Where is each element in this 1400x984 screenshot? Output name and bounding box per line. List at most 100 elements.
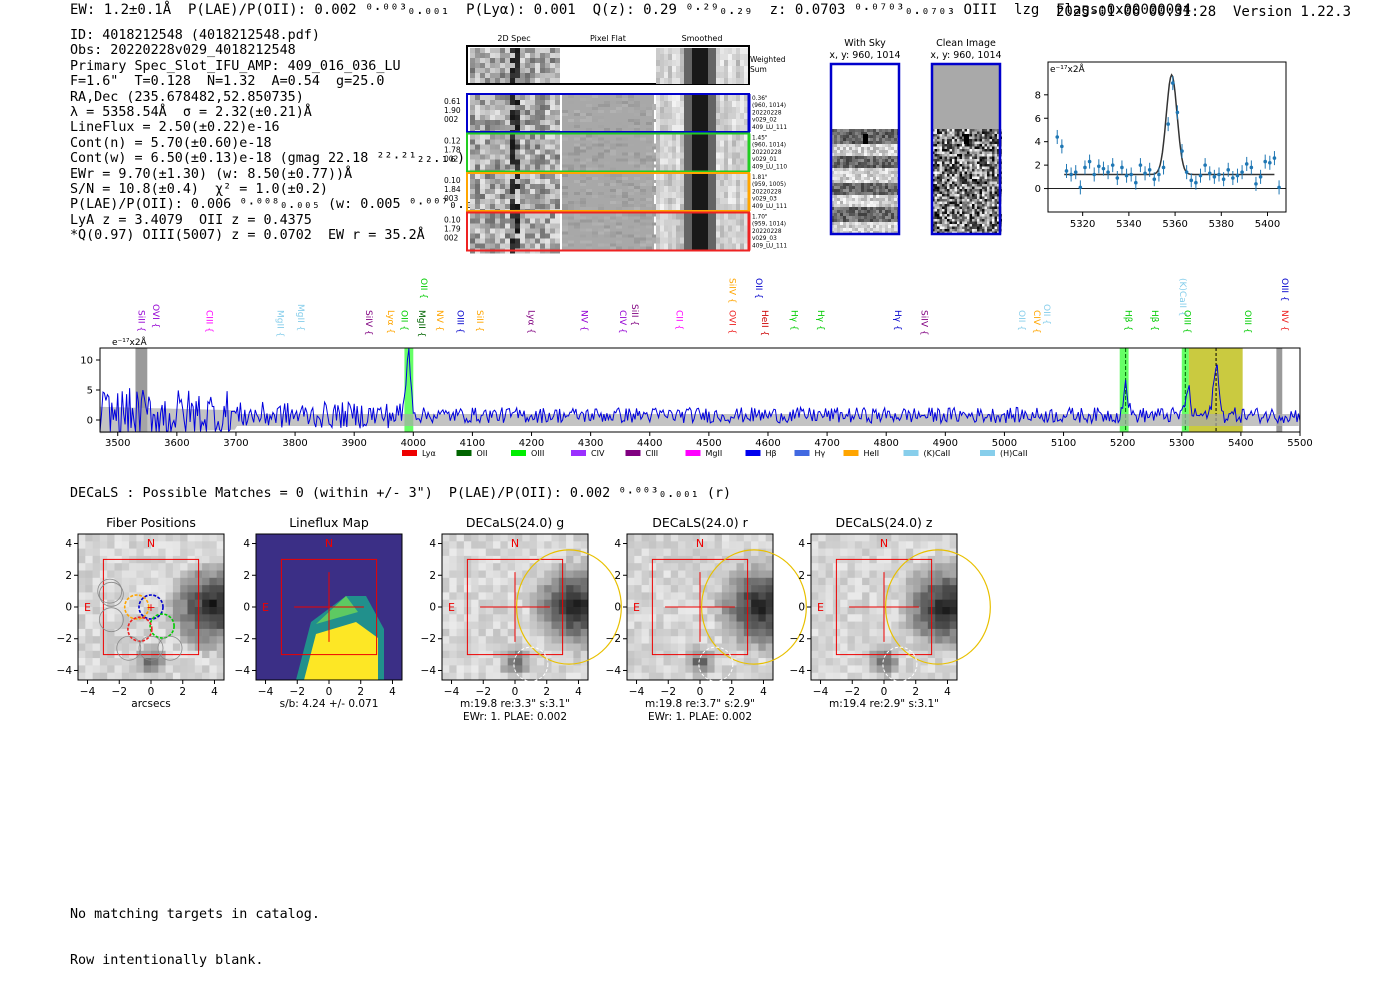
zoom-xtick-label: 5360 [1162, 219, 1187, 230]
zoom-data-point [1106, 170, 1110, 174]
spectrum-legend-swatch [980, 450, 995, 456]
detection-info-block: ID: 4018212548 (4018212548.pdf)Obs: 2022… [70, 28, 497, 243]
cutout-row-meta: 409_LU_111 [752, 243, 787, 249]
zoom-data-point [1199, 174, 1203, 178]
spectrum-xtick-label: 4500 [696, 438, 721, 449]
spectrum-line-label: SiII { [135, 310, 145, 332]
zoom-data-point [1185, 170, 1189, 174]
spectrum-xtick-label: 5400 [1228, 438, 1253, 449]
spectrum-line-label-text: SiII { [135, 310, 145, 332]
compass-east: E [84, 601, 91, 614]
spectrum-line-label-text: OIII { [1279, 278, 1289, 302]
spectrum-line-label-text: OVI { [727, 310, 737, 334]
spectrum-line-label: NV { [1279, 310, 1289, 331]
spectrum-legend-swatch [457, 450, 472, 456]
spectrum-line-label: CIV { [617, 310, 627, 334]
spectrum-ytick-label: 5 [87, 386, 93, 397]
spectrum-line-label-text: OIII { [1182, 310, 1192, 334]
cutout-row-meta: 20220228 [752, 110, 782, 116]
zoom-data-point [1203, 163, 1207, 167]
compass-east: E [262, 601, 269, 614]
zoom-ytick-label: 6 [1035, 114, 1041, 125]
sky-image-title: Clean Image [936, 38, 996, 49]
decals-xtick-label: −2 [476, 686, 491, 698]
info-line: *Q(0.97) OIII(5007) z = 0.0702 EW r = 35… [70, 228, 497, 243]
decals-panel-title: Fiber Positions [106, 515, 196, 530]
spectrum-legend-label: CIII [646, 449, 659, 458]
spectrum-line-label: MgII { [295, 304, 305, 331]
noise-image [470, 135, 560, 175]
info-line: LineFlux = 2.50(±0.22)e-16 [70, 120, 497, 135]
zoom-data-point [1254, 182, 1258, 186]
decals-xtick-label: −2 [112, 686, 127, 698]
decals-ytick-label: 0 [798, 602, 805, 614]
spectrum-line-label: Lyα { [526, 310, 536, 334]
compass-north: N [147, 537, 155, 550]
pixel-flat-image [562, 135, 658, 171]
cutout-row-meta: 409_LU_111 [752, 125, 787, 131]
sky-image-coords: x, y: 960, 1014 [930, 50, 1001, 61]
zoom-data-point [1162, 166, 1166, 170]
info-line: Cont(n) = 5.70(±0.60)e-18 [70, 136, 497, 151]
spectrum-line-label: OVI { [727, 310, 737, 334]
info-line: Cont(w) = 6.50(±0.13)e-18 (gmag 22.18 ²²… [70, 151, 497, 166]
info-line: λ = 5358.54Å σ = 2.32(±0.21)Å [70, 105, 497, 120]
decals-panels: Fiber Positions+NE−4−4−2−2002244arcsecsL… [40, 508, 1000, 728]
cutout-row-meta: 1.70" [752, 215, 768, 221]
cutout-col-title: Pixel Flat [590, 34, 626, 43]
zoom-data-point [1102, 167, 1106, 171]
zoom-data-point [1263, 160, 1267, 164]
zoom-data-point [1226, 168, 1230, 172]
spectrum-line-label: NV { [434, 310, 444, 331]
decals-xtick-label: 0 [512, 686, 519, 698]
zoom-data-point [1139, 163, 1143, 167]
zoom-data-point [1116, 176, 1120, 180]
cutout-row-stat: 1.84 [444, 185, 461, 194]
smoothed-image [656, 135, 748, 171]
decals-ytick-label: −4 [606, 665, 622, 677]
spectrum-line-label: MgII { [274, 310, 284, 337]
spectrum-line-label-text: OII { [1016, 310, 1026, 331]
zoom-data-point [1088, 160, 1092, 164]
decals-panel-caption: m:19.8 re:3.7" s:2.9" [645, 698, 755, 710]
cutout-col-title: 2D Spec [497, 34, 530, 43]
zoom-data-point [1097, 164, 1101, 168]
cutout-row-meta: 409_LU_110 [752, 164, 787, 170]
decals-ytick-label: 4 [798, 538, 805, 550]
zoom-data-point [1208, 172, 1212, 176]
noise-image [470, 174, 560, 214]
spectrum-line-label-text: CII { [673, 310, 683, 330]
spectrum-line-label-text: Hβ { [1123, 310, 1133, 331]
spectrum-xtick-label: 5200 [1110, 438, 1135, 449]
spectrum-line-label: OII { [753, 278, 763, 299]
zoom-data-point [1148, 168, 1152, 172]
zoom-data-point [1189, 179, 1193, 183]
spectrum-line-label: OIII { [1182, 310, 1192, 334]
decals-panel-title: DECaLS(24.0) g [466, 515, 564, 530]
spectrum-line-label-text: SiII { [474, 310, 484, 332]
spectrum-line-label-text: SiII { [629, 304, 639, 326]
spectrum-legend-label: MgII [706, 449, 723, 458]
cutout-row-stat: 0.61 [444, 97, 461, 106]
decals-ytick-label: 0 [614, 602, 621, 614]
spectrum-line-label: OIII { [1242, 310, 1252, 334]
spectrum-line-label-text: Hγ { [789, 310, 799, 331]
spectrum-legend-swatch [686, 450, 701, 456]
spectrum-line-label-text: NV { [579, 310, 589, 331]
zoom-ytick-label: 0 [1035, 184, 1041, 195]
spectrum-line-label-text: SiIV { [727, 278, 737, 304]
info-line: Obs: 20220228v029_4018212548 [70, 43, 497, 58]
spectrum-ytick-label: 0 [87, 416, 93, 427]
cutout-row-meta: 409_LU_111 [752, 204, 787, 210]
spectrum-line-label: OIII { [455, 310, 465, 334]
decals-xtick-label: 0 [326, 686, 333, 698]
spectrum-line-label: Lyα { [385, 310, 395, 334]
cutout-row-meta: (960, 1014) [752, 103, 786, 109]
spectrum-line-label: CIII { [203, 310, 213, 333]
zoom-data-point [1273, 156, 1277, 160]
decals-xtick-label: −4 [444, 686, 460, 698]
noise-image [470, 48, 560, 83]
